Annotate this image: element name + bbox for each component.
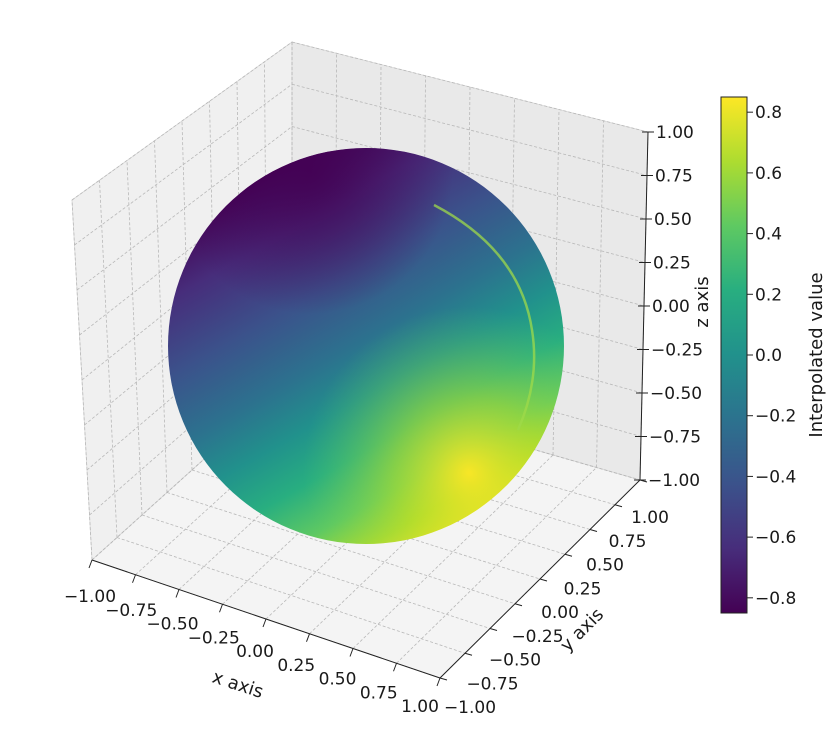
x-tick-mark — [132, 574, 136, 583]
grid-line — [71, 41, 293, 201]
z-axis-ticks: −1.00 −0.75 −0.50 −0.25 0.00 0.25 0.50 0.75 1.00 — [634, 123, 703, 491]
z-tick-label: 1.00 — [656, 123, 694, 143]
y-tick-label: 0.75 — [609, 532, 647, 552]
grid-line — [291, 83, 648, 176]
sphere-surface — [168, 148, 564, 544]
x-axis-ticks: −1.00−0.75−0.50−0.250.000.250.500.751.00 — [64, 559, 441, 717]
x-tick-mark — [88, 559, 93, 569]
z-tick-label: −1.00 — [648, 471, 700, 491]
x-tick-label: 0.50 — [319, 670, 357, 690]
grid-line — [76, 126, 293, 291]
grid-line — [352, 454, 554, 649]
colorbar-tick-label: 0.8 — [755, 103, 782, 123]
grid-line — [166, 492, 516, 605]
x-tick-mark — [349, 648, 354, 657]
y-tick-label: −0.75 — [466, 674, 518, 694]
x-tick-mark — [262, 618, 267, 628]
x-tick-label: 1.00 — [401, 697, 439, 717]
y-tick-label: 1.00 — [631, 508, 669, 528]
z-tick-label: 0.50 — [654, 210, 692, 230]
grid-line — [116, 537, 466, 654]
x-tick-mark — [393, 663, 397, 672]
y-tick-label: 0.50 — [586, 556, 624, 576]
x-tick-mark — [175, 589, 180, 598]
grid-line — [396, 467, 597, 664]
sphere-seam — [433, 203, 536, 431]
colorbar-label: Interpolated value — [806, 272, 827, 437]
y-tick-mark — [589, 529, 598, 532]
x-tick-label: 0.75 — [360, 683, 398, 703]
y-tick-label: −0.50 — [489, 651, 541, 671]
z-axis-label: z axis — [692, 276, 713, 327]
z-tick-label: 0.00 — [652, 297, 690, 317]
x-tick-label: −0.75 — [105, 601, 157, 621]
z-tick-label: 0.25 — [653, 254, 691, 274]
z-tick-label: −0.25 — [651, 341, 703, 361]
y-tick-mark — [489, 628, 498, 631]
colorbar-tick-label: 0.4 — [755, 225, 782, 245]
colorbar: −0.8 −0.6 −0.4 −0.2 0.0 0.2 0.4 0.6 0.8 Interpol… — [720, 96, 827, 614]
y-tick-mark — [464, 652, 473, 656]
y-axis-ticks: −1.00 −0.75 −0.50 −0.25 0.00 0.25 0.50 0.75 1.00 — [439, 479, 669, 718]
y-tick-label: −0.25 — [511, 627, 563, 647]
colorbar-tick-label: 0.0 — [755, 346, 782, 366]
colorbar-gradient — [720, 96, 748, 614]
grid-line — [291, 41, 649, 133]
colorbar-tick-label: 0.6 — [755, 164, 782, 184]
y-tick-mark — [514, 603, 523, 607]
y-tick-label: −1.00 — [444, 698, 496, 718]
x-tick-mark — [306, 633, 310, 642]
y-tick-mark — [614, 504, 623, 508]
y-tick-label: 0.00 — [541, 603, 579, 623]
sphere-low-region — [168, 148, 564, 544]
x-tick-label: −0.50 — [146, 615, 198, 635]
x-tick-label: −0.25 — [188, 628, 240, 648]
x-tick-label: 0.00 — [236, 642, 274, 662]
y-tick-label: 0.25 — [564, 579, 602, 599]
colorbar-tick-label: −0.6 — [755, 528, 796, 548]
x-tick-mark — [219, 604, 223, 613]
x-tick-label: 0.25 — [277, 656, 315, 676]
grid-line — [141, 514, 491, 629]
grid-line — [181, 120, 193, 471]
x-tick-label: −1.00 — [64, 587, 116, 607]
z-tick-label: 0.75 — [655, 167, 693, 187]
colorbar-ticks: −0.8 −0.6 −0.4 −0.2 0.0 0.2 0.4 0.6 0.8 — [747, 103, 796, 609]
z-tick-label: −0.50 — [650, 384, 702, 404]
colorbar-tick-label: −0.8 — [755, 589, 796, 609]
z-tick-label: −0.75 — [649, 428, 701, 448]
colorbar-tick-label: −0.2 — [755, 407, 796, 427]
x-axis-label: x axis — [210, 667, 266, 703]
grid-line — [74, 83, 293, 246]
grid-line — [596, 120, 604, 468]
y-tick-mark — [564, 553, 573, 557]
colorbar-tick-label: −0.4 — [755, 467, 796, 487]
y-tick-mark — [439, 677, 448, 681]
y-tick-mark — [539, 578, 548, 582]
colorbar-tick-label: 0.2 — [755, 285, 782, 305]
x-tick-mark — [436, 677, 441, 687]
grid-line — [291, 126, 647, 220]
